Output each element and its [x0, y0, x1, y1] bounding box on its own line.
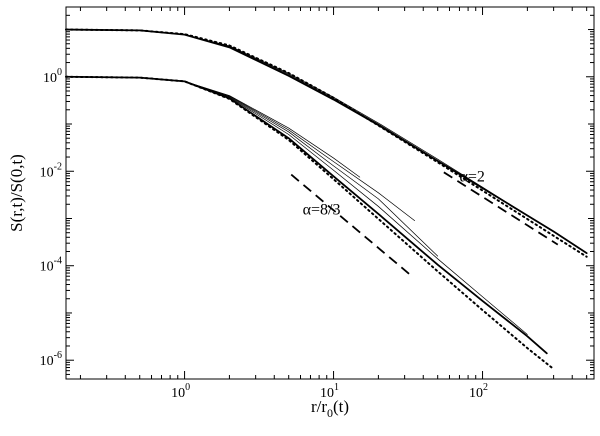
series-layer	[65, 28, 588, 371]
x-tick-label: 102	[469, 382, 488, 401]
reference-line-1	[290, 173, 414, 278]
series-lower-solid-thin-7	[65, 76, 415, 221]
reference-line-0	[443, 171, 559, 246]
series-lower-solid-thin-5	[65, 76, 528, 335]
tick-labels: 100 101 102 100 10-2 10-4 10-6	[40, 67, 488, 401]
x-tick-label: 100	[171, 382, 190, 401]
reference-lines	[290, 171, 559, 278]
annotations: α=2 α=8/3	[303, 169, 485, 219]
minor-ticks	[66, 6, 594, 380]
y-tick-label: 100	[43, 67, 62, 86]
series-upper-solid-thin-2	[65, 29, 543, 225]
series-upper-dotted-3	[65, 28, 588, 258]
series-lower-solid-thin-8	[65, 76, 361, 178]
plot-frame	[65, 6, 595, 380]
annotation-0: α=2	[459, 169, 484, 186]
y-axis-label: S(r,t)/S(0,t)	[7, 154, 26, 232]
x-axis-label: r/r0(t)	[311, 397, 349, 420]
y-tick-label: 10-2	[40, 161, 62, 180]
annotation-1: α=8/3	[303, 202, 341, 219]
series-lower-solid-thin-6	[65, 76, 439, 257]
x-tick-label: 101	[320, 382, 339, 401]
y-tick-label: 10-6	[40, 350, 62, 369]
major-ticks	[66, 7, 594, 379]
series-lower-dotted-9	[65, 75, 555, 371]
y-tick-label: 10-4	[40, 256, 62, 275]
series-upper-solid-thick-0	[65, 28, 588, 255]
